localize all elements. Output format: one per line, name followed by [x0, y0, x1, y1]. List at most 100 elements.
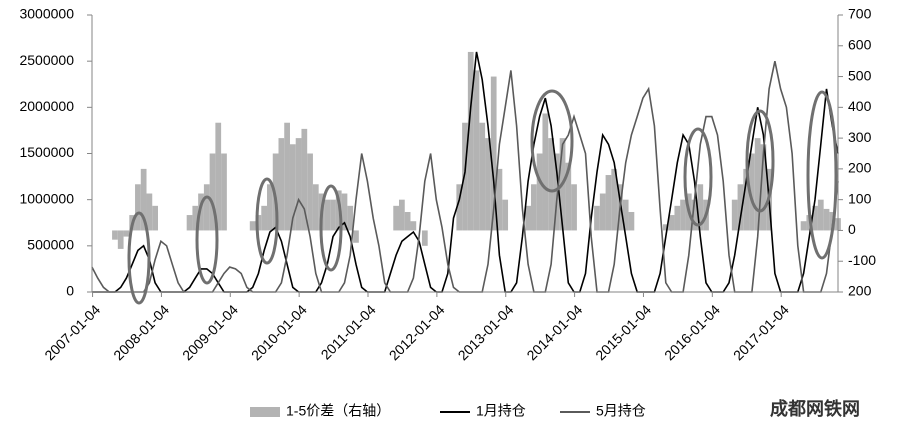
bar: [737, 184, 744, 231]
bar: [754, 138, 761, 231]
bar: [812, 205, 818, 231]
highlight-ellipse: [683, 127, 713, 227]
bar: [823, 208, 830, 231]
bar: [599, 193, 606, 231]
bar: [479, 122, 486, 231]
bar: [307, 153, 313, 231]
bar: [249, 221, 256, 231]
bar: [112, 230, 118, 240]
bar: [278, 138, 285, 231]
y-tick-label: 500000: [27, 237, 74, 253]
x-tick-label: 2012-01-04: [386, 301, 448, 363]
bar: [301, 128, 308, 231]
bar: [289, 144, 296, 231]
bar: [135, 184, 141, 231]
highlight-ellipse: [255, 177, 279, 265]
bar: [295, 138, 302, 231]
bar: [209, 153, 216, 231]
bar: [421, 230, 428, 246]
bar: [674, 205, 681, 231]
legend-label: 5月持仓: [596, 403, 646, 419]
bar: [622, 199, 629, 231]
bar: [697, 184, 704, 231]
bar: [324, 199, 331, 231]
bar: [123, 230, 130, 237]
x-tick-label: 2013-01-04: [455, 301, 517, 363]
y2-tick-label: 700: [848, 6, 872, 22]
x-tick-label: 2016-01-04: [661, 301, 723, 363]
x-tick-label: 2011-01-04: [318, 301, 379, 362]
bar: [198, 193, 204, 231]
bar: [760, 144, 767, 231]
bar: [312, 184, 319, 231]
legend-label: 1月持仓: [476, 403, 526, 419]
bar: [462, 122, 468, 231]
bar: [284, 122, 290, 231]
highlight-ellipse: [530, 89, 574, 193]
y2-tick-label: 300: [848, 129, 872, 145]
bar: [353, 230, 359, 243]
bar: [628, 211, 635, 231]
bar: [473, 70, 480, 231]
watermark: 成都网铁网: [770, 398, 860, 419]
bar: [117, 230, 124, 249]
y2-tick-label: 100: [848, 190, 872, 206]
bar: [542, 113, 549, 231]
x-tick-label: 2009-01-04: [179, 301, 241, 363]
y2-tick-label: 500: [848, 67, 872, 83]
bar: [496, 168, 503, 231]
bar: [140, 168, 147, 231]
x-tick-label: 2007-01-04: [41, 301, 103, 363]
bar: [215, 122, 222, 231]
highlight-ellipse: [195, 195, 219, 285]
bar: [404, 211, 411, 231]
highlight-ellipse: [319, 184, 343, 272]
bar: [662, 224, 669, 231]
y-tick-label: 1500000: [19, 144, 74, 160]
line-series: [92, 51, 839, 293]
bar: [267, 184, 273, 231]
bar: [731, 199, 738, 231]
bar: [330, 199, 336, 231]
bar: [611, 168, 618, 231]
bar: [800, 221, 807, 231]
x-tick-label: 2014-01-04: [523, 301, 585, 363]
bar: [410, 221, 417, 231]
y-tick-label: 2500000: [19, 52, 74, 68]
bar: [261, 205, 268, 231]
bar: [485, 138, 491, 231]
y2-tick-label: 400: [848, 98, 872, 114]
bar: [456, 184, 463, 231]
y2-tick-label: 200: [848, 160, 872, 176]
bar: [467, 51, 474, 231]
bar: [399, 199, 405, 231]
bar: [192, 205, 199, 231]
bar: [605, 175, 612, 231]
legend-label: 1-5价差（右轴）: [286, 403, 390, 419]
bar: [536, 153, 543, 231]
bar: [203, 184, 210, 231]
bar: [525, 205, 531, 231]
y-tick-label: 2000000: [19, 98, 74, 114]
bar: [565, 162, 572, 231]
bar: [743, 168, 750, 231]
bar: [680, 199, 686, 231]
bar: [668, 215, 675, 231]
bar: [146, 193, 153, 231]
bar: [691, 199, 698, 231]
x-tick-label: 2010-01-04: [248, 301, 310, 363]
bar: [186, 215, 193, 231]
legend-swatch: [250, 407, 280, 417]
bar: [347, 205, 354, 231]
y2-tick-label: 200: [848, 283, 872, 299]
highlight-ellipse: [745, 109, 775, 213]
x-tick-label: 2015-01-04: [592, 301, 654, 363]
bar: [817, 199, 824, 231]
bar: [548, 138, 554, 231]
bar: [221, 153, 227, 231]
bar: [749, 153, 755, 231]
y-tick-label: 1000000: [19, 190, 74, 206]
bar: [594, 205, 600, 231]
bar: [490, 76, 497, 231]
bar: [152, 205, 158, 231]
